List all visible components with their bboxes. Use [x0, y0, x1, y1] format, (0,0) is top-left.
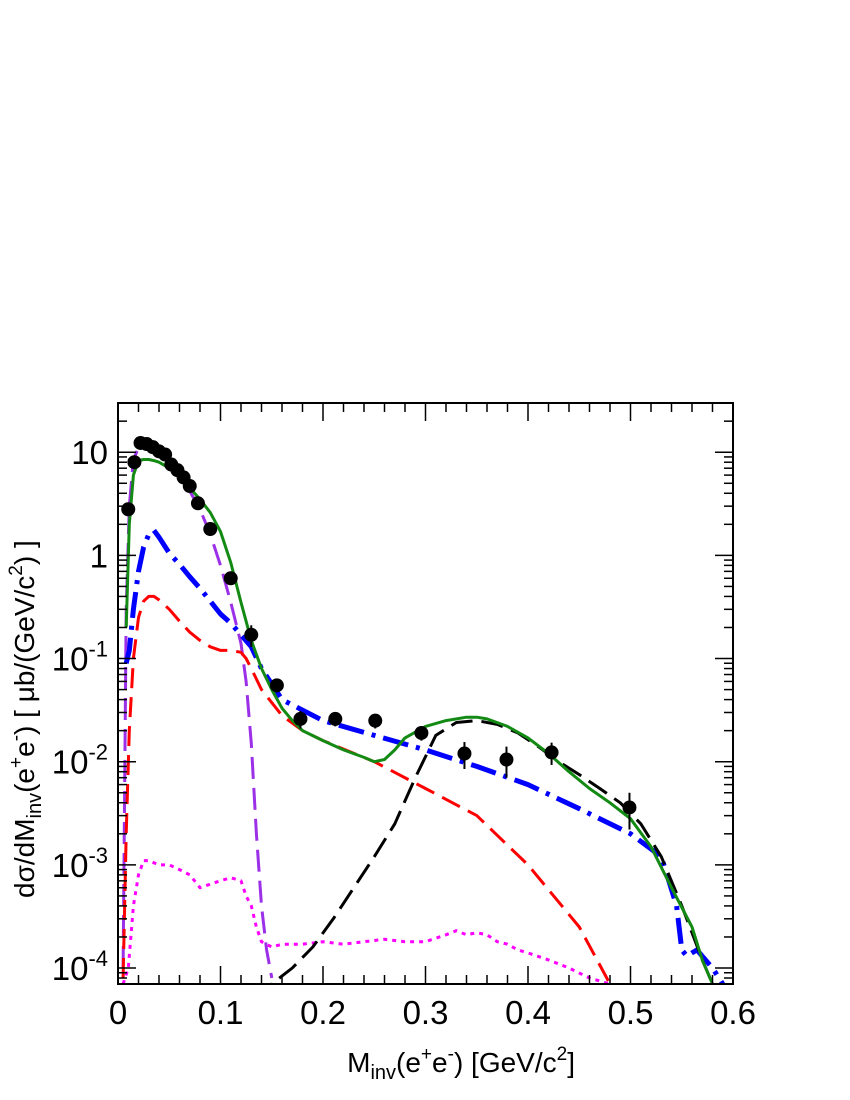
- data-point: [244, 627, 259, 642]
- data-point: [203, 522, 218, 537]
- x-tick-label: 0: [109, 994, 127, 1031]
- data-point: [158, 447, 173, 462]
- series-line-0: [121, 446, 274, 979]
- data-point: [499, 752, 514, 767]
- x-tick-label: 0.6: [710, 994, 756, 1031]
- y-tick-label: 10-4: [52, 946, 108, 987]
- data-point: [544, 745, 559, 760]
- y-tick-label: 1: [90, 537, 108, 574]
- x-tick-label: 0.4: [505, 994, 551, 1031]
- x-tick-labels: 0 0.1 0.2 0.3 0.4 0.5 0.6: [109, 994, 756, 1031]
- y-tick-label: 10-2: [52, 740, 108, 781]
- x-tick-label: 0.5: [608, 994, 654, 1031]
- data-points-layer: [121, 435, 637, 830]
- data-point: [121, 502, 136, 517]
- tick-marks: [117, 402, 734, 985]
- series-line-4: [267, 719, 714, 984]
- data-point: [622, 800, 637, 815]
- data-point: [190, 496, 205, 511]
- series-line-3: [121, 859, 611, 984]
- data-point: [457, 746, 472, 761]
- y-tick-label: 10-1: [52, 637, 108, 678]
- data-point: [223, 571, 238, 586]
- data-point: [414, 725, 429, 740]
- y-tick-label: 10-3: [52, 843, 108, 884]
- data-point: [269, 678, 284, 693]
- x-tick-label: 0.1: [198, 994, 244, 1031]
- y-axis-title: dσ/dMinv(e+e-) [ μb/(GeV/c2) ]: [6, 540, 46, 898]
- data-point: [293, 711, 308, 726]
- data-point: [368, 713, 383, 728]
- plot-frame: [117, 402, 734, 985]
- x-tick-label: 0.3: [403, 994, 449, 1031]
- series-line-2: [121, 594, 612, 984]
- series-line-1: [123, 527, 725, 984]
- x-tick-label: 0.2: [300, 994, 346, 1031]
- series-line-5: [124, 458, 714, 984]
- data-point: [182, 479, 197, 494]
- data-point: [127, 455, 142, 470]
- data-point: [328, 711, 343, 726]
- x-axis-title: Minv(e+e-) [GeV/c2]: [347, 1044, 575, 1084]
- y-tick-labels: 10-4 10-3 10-2 10-1 1 10: [52, 434, 108, 987]
- y-tick-label: 10: [71, 434, 108, 471]
